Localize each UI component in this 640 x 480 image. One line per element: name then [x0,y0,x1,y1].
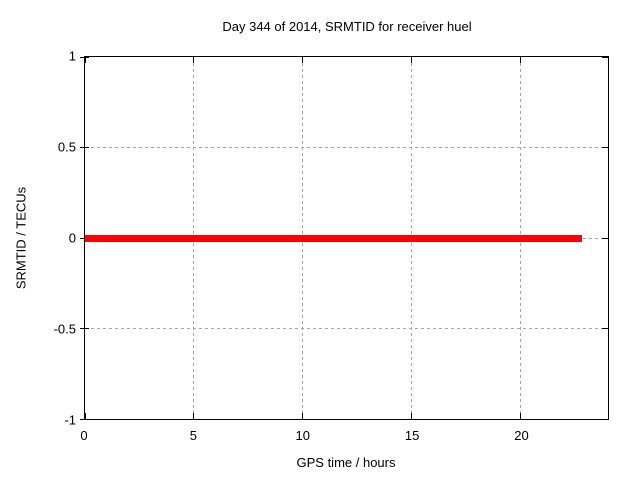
x-tick-mark-top [302,57,304,63]
plot-area [80,56,609,420]
x-tick-mark-bottom [302,413,304,419]
x-tick-label: 20 [514,428,529,443]
x-axis-label: GPS time / hours [296,455,396,470]
y-tick-label: 0 [68,230,76,246]
x-tick-label: 15 [404,428,420,443]
y-tick-mark-left [80,237,89,239]
x-tick-mark-top [411,57,413,63]
x-tick-mark-bottom [84,413,86,419]
x-tick-mark-top [520,57,522,63]
y-tick-mark-left [80,418,89,420]
y-tick-label: -1 [64,412,76,428]
y-gridline [85,328,608,329]
x-tick-mark-bottom [411,413,413,419]
series-srmtid-line [85,234,582,242]
y-tick-label: 1 [68,48,76,64]
x-tick-label: 0 [80,428,88,443]
y-tick-mark-left [80,328,89,329]
x-tick-label: 5 [189,428,197,443]
x-tick-label: 10 [295,428,310,443]
x-tick-mark-top [84,57,86,63]
chart-title: Day 344 of 2014, SRMTID for receiver hue… [222,19,472,34]
y-gridline [85,147,608,148]
y-tick-mark-left [80,56,89,58]
y-tick-mark-right [602,147,608,148]
y-tick-label: -0.5 [53,321,76,337]
x-tick-mark-bottom [520,413,522,419]
y-tick-mark-left [80,147,89,148]
y-tick-mark-right [602,418,608,420]
y-tick-label: 0.5 [57,139,76,155]
x-tick-mark-top [193,57,195,63]
x-tick-mark-bottom [193,413,195,419]
y-tick-mark-right [602,237,608,239]
y-tick-mark-right [602,328,608,329]
y-tick-mark-right [602,56,608,58]
